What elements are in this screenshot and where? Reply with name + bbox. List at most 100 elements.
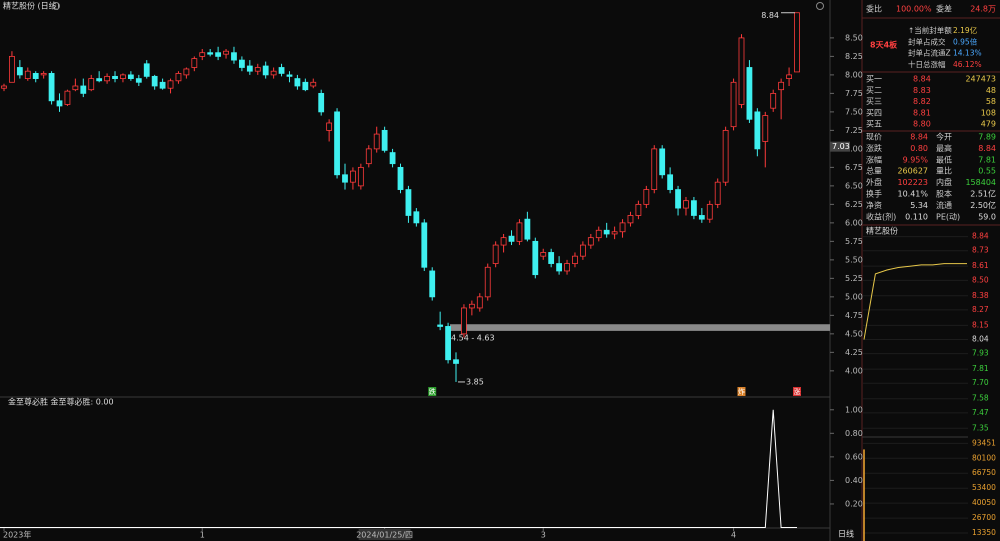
y-tick-label: 5.75	[845, 237, 863, 246]
candle-body	[738, 37, 745, 105]
panel-text: 收益(剂)	[866, 211, 896, 221]
candle-body	[691, 200, 697, 216]
chart-title: 精艺股份 (日线)	[3, 1, 60, 11]
x-tick-label: 2023年	[3, 530, 31, 540]
candle-body	[48, 73, 55, 102]
panel-text: 8.83	[913, 86, 931, 95]
candle-body	[365, 148, 372, 165]
candle-body	[587, 237, 594, 246]
indicator-title: 金至尊必胜 金至尊必胜: 0.00	[8, 397, 114, 407]
candle-body	[667, 174, 674, 190]
candle-body	[32, 73, 39, 79]
candle-body	[16, 67, 23, 76]
candle-body	[238, 59, 245, 68]
candle-body	[88, 78, 95, 91]
candle-body	[770, 92, 777, 109]
panel-text: 买一	[866, 75, 882, 84]
candle-body	[9, 55, 15, 83]
panel-text: 内盘	[936, 177, 952, 187]
y-tick-label: 7.58	[972, 394, 989, 403]
y-tick-label: 0.40	[845, 476, 863, 485]
panel-text: 102223	[897, 178, 928, 187]
y-tick-label: 6.25	[845, 200, 863, 209]
candle-body	[381, 129, 388, 151]
candle-body	[730, 81, 737, 128]
y2-tick-label: 26700	[972, 513, 996, 522]
candle-body	[112, 75, 118, 79]
y-tick-label: 4.00	[845, 366, 863, 375]
panel-text: 8.82	[913, 97, 931, 106]
y-tick-label: 0.20	[845, 499, 863, 508]
candle-body	[619, 222, 626, 233]
candle-body	[627, 215, 634, 224]
panel-text: 8.84	[913, 75, 931, 84]
candle-body	[746, 67, 753, 120]
candle-body	[413, 211, 420, 224]
panel-text: 总量	[866, 166, 882, 176]
y-tick-label: 5.00	[845, 292, 863, 301]
candle-body	[643, 189, 650, 205]
panel-text: 59.0	[978, 212, 996, 221]
candle-body	[318, 92, 325, 113]
panel-text: 48	[986, 86, 996, 95]
y-tick-label: 7.47	[972, 408, 989, 417]
y-tick-label: 5.25	[845, 274, 863, 283]
signal-box	[793, 387, 801, 396]
panel-text: 现价	[866, 133, 882, 142]
panel-text: 10.41%	[897, 190, 928, 199]
panel-text: 9.95%	[903, 155, 929, 164]
y-tick-label: 8.04	[972, 335, 989, 344]
x-tick-label: 4	[731, 531, 736, 540]
y-tick-label: 8.38	[972, 291, 989, 300]
panel-text: 委比	[866, 4, 882, 14]
candle-body	[159, 81, 166, 89]
candle-body	[262, 65, 269, 76]
panel-text: 58	[986, 97, 996, 106]
title-icon	[52, 2, 60, 10]
cursor-price-box	[830, 141, 850, 152]
y-tick-label: 8.15	[972, 320, 989, 329]
candle-body	[72, 85, 79, 91]
candle-body	[357, 166, 364, 187]
candle-body	[548, 252, 555, 264]
candle-body	[635, 203, 642, 216]
panel-text: 2.19亿	[953, 25, 978, 35]
panel-text: 0.95倍	[953, 36, 978, 46]
candle-body	[421, 222, 428, 268]
candle-body	[183, 68, 190, 76]
candle-body	[794, 12, 800, 73]
y-tick-label: 1.00	[845, 405, 863, 414]
y2-tick-label: 93451	[972, 438, 996, 447]
panel-text: 24.8万	[970, 5, 996, 14]
y-tick-label: 4.25	[845, 348, 863, 357]
y-tick-label: 7.81	[972, 364, 989, 373]
candle-body	[659, 148, 666, 176]
period-label: 日线	[838, 529, 854, 539]
candle-body	[246, 65, 253, 72]
candle-body	[127, 74, 134, 79]
signal-box	[737, 387, 746, 396]
candle-body	[508, 235, 515, 242]
y-tick-label: 7.70	[972, 378, 989, 387]
x-tick-label: 1	[200, 531, 205, 540]
candle-body	[540, 252, 547, 257]
candle-body	[397, 166, 404, 190]
panel-text: 8.84	[910, 133, 928, 142]
low-label: 3.85	[466, 377, 484, 386]
volume-bar	[863, 449, 865, 541]
candle-body	[706, 203, 713, 220]
panel-text: 买五	[866, 120, 882, 129]
y-tick-label: 8.61	[972, 261, 989, 270]
panel-text: 涨跌	[866, 143, 882, 153]
y-tick-label: 0.80	[845, 429, 863, 438]
candle-body	[564, 263, 570, 272]
panel-text: 0.80	[910, 144, 928, 153]
candle-body	[754, 111, 761, 150]
candle-body	[175, 73, 182, 82]
candle-body	[468, 303, 475, 309]
panel-text: 最高	[936, 143, 952, 153]
candle-body	[135, 78, 142, 83]
candle-body	[191, 58, 198, 68]
y-tick-label: 5.50	[845, 255, 863, 264]
